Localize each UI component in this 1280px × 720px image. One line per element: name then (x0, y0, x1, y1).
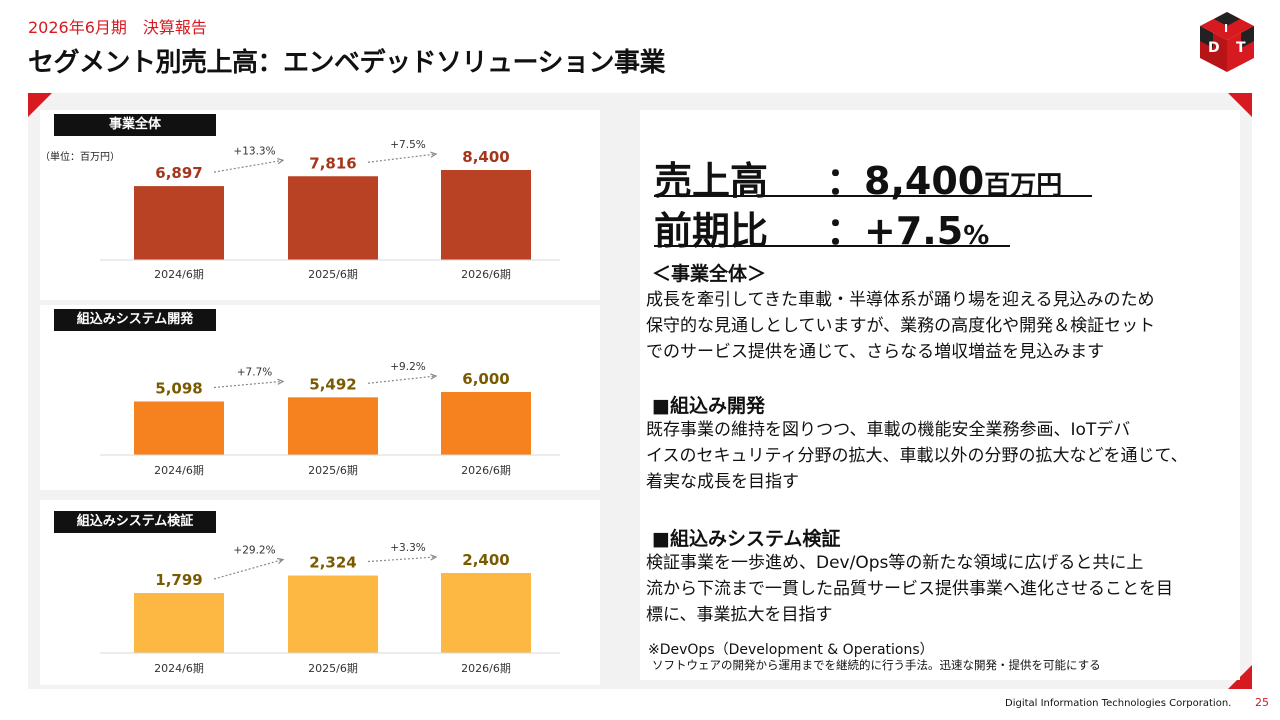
section-line: 流から下流まで一貫した品質サービス提供事業へ進化させることを目 (646, 579, 1173, 599)
growth-label-total-2: +7.5% (390, 139, 425, 151)
bar-verify-1 (134, 593, 224, 653)
section-body-total: 成長を牽引してきた車載・半導体系が踊り場を迎える見込みのため 保守的な見通しとし… (646, 287, 1236, 365)
growth-arrow-dev-1 (213, 380, 284, 389)
section-line: 成長を牽引してきた車載・半導体系が踊り場を迎える見込みのため (646, 290, 1155, 310)
bar-dev-3 (441, 392, 531, 455)
growth-arrowhead-dev-1 (277, 378, 285, 385)
growth-arrowhead-verify-2 (430, 554, 438, 561)
growth-label-total-1: +13.3% (233, 145, 275, 157)
category-label-verify-2: 2025/6期 (308, 662, 358, 675)
category-label-total-3: 2026/6期 (461, 268, 511, 281)
growth-label-verify-1: +29.2% (233, 545, 275, 557)
bar-total-3 (441, 170, 531, 260)
growth-arrow-verify-1 (213, 558, 284, 580)
devops-note-desc: ソフトウェアの開発から運用までを継続的に行う手法。迅速な開発・提供を可能にする (652, 658, 1101, 672)
category-label-dev-1: 2024/6期 (154, 464, 204, 477)
value-label-total-2: 7,816 (309, 154, 356, 172)
page-title: セグメント別売上高：エンベデッドソリューション事業 (28, 48, 665, 78)
logo-letter-i: I (1224, 22, 1228, 35)
section-heading-verify: ■組込みシステム検証 (652, 528, 841, 550)
value-label-verify-3: 2,400 (462, 551, 509, 569)
logo-letter-t: T (1236, 40, 1246, 56)
section-line: イスのセキュリティ分野の拡大、車載以外の分野の拡大などを通じて、 (646, 446, 1188, 466)
bar-total-2 (288, 176, 378, 260)
bar-dev-2 (288, 397, 378, 455)
category-label-dev-3: 2026/6期 (461, 464, 511, 477)
logo-letter-d: D (1208, 40, 1220, 56)
growth-label-dev-1: +7.7% (237, 366, 272, 378)
value-label-total-1: 6,897 (155, 164, 202, 182)
kpi-sales-underline (654, 195, 1092, 197)
bar-verify-3 (441, 573, 531, 653)
section-line: 標に、事業拡大を目指す (646, 605, 833, 625)
bar-total-1 (134, 186, 224, 260)
value-label-verify-2: 2,324 (309, 554, 356, 572)
company-logo: D I T (1200, 12, 1254, 72)
chart-unit: （単位：百万円） (40, 152, 120, 163)
category-label-total-2: 2025/6期 (308, 268, 358, 281)
chart-label-verify: 組込みシステム検証 (54, 511, 216, 533)
section-line: 保守的な見通しとしていますが、業務の高度化や開発＆検証セット (646, 316, 1156, 336)
growth-arrow-dev-2 (367, 375, 437, 384)
growth-arrow-total-2 (367, 153, 437, 163)
bar-verify-2 (288, 575, 378, 653)
summary-panel (640, 110, 1240, 680)
category-label-dev-2: 2025/6期 (308, 464, 358, 477)
value-label-total-3: 8,400 (462, 148, 509, 166)
section-line: 既存事業の維持を図りつつ、車載の機能安全業務参画、IoTデバ (646, 420, 1131, 440)
devops-note-title: ※DevOps（Development & Operations） (648, 642, 934, 658)
section-heading-dev: ■組込み開発 (652, 395, 765, 417)
footer-company: Digital Information Technologies Corpora… (1005, 698, 1232, 709)
growth-arrow-verify-2 (367, 556, 437, 563)
category-label-verify-1: 2024/6期 (154, 662, 204, 675)
growth-arrowhead-verify-1 (276, 557, 285, 564)
value-label-dev-2: 5,492 (309, 375, 356, 393)
growth-arrow-total-1 (213, 159, 284, 173)
value-label-verify-1: 1,799 (155, 571, 202, 589)
growth-arrowhead-total-1 (277, 158, 285, 165)
page-number: 25 (1255, 696, 1269, 709)
segment-bar-charts: 6,897 2024/6期 7,816 2025/6期 8,400 2026/6期 +13.… (100, 139, 560, 675)
growth-arrowhead-dev-2 (430, 373, 438, 380)
category-label-total-1: 2024/6期 (154, 268, 204, 281)
value-label-dev-1: 5,098 (155, 379, 202, 397)
header-subtitle: 2026年6月期 決算報告 (28, 18, 207, 37)
section-body-verify: 検証事業を一歩進め、Dev/Ops等の新たな領域に広げると共に上 流から下流まで… (646, 550, 1236, 628)
section-heading-total: ＜事業全体＞ (652, 263, 767, 285)
section-line: 着実な成長を目指す (646, 472, 799, 492)
chart-label-dev: 組込みシステム開発 (54, 309, 216, 331)
growth-label-verify-2: +3.3% (390, 542, 425, 554)
growth-label-dev-2: +9.2% (390, 361, 425, 373)
section-body-dev: 既存事業の維持を図りつつ、車載の機能安全業務参画、IoTデバ イスのセキュリティ… (646, 417, 1236, 495)
section-line: 検証事業を一歩進め、Dev/Ops等の新たな領域に広げると共に上 (646, 553, 1144, 573)
value-label-dev-3: 6,000 (462, 370, 509, 388)
bar-dev-1 (134, 401, 224, 455)
chart-label-total: 事業全体 (54, 114, 216, 136)
kpi-yoy-underline (654, 245, 1010, 247)
category-label-verify-3: 2026/6期 (461, 662, 511, 675)
section-line: でのサービス提供を通じて、さらなる増収増益を見込みます (646, 342, 1105, 362)
growth-arrowhead-total-2 (430, 151, 438, 158)
